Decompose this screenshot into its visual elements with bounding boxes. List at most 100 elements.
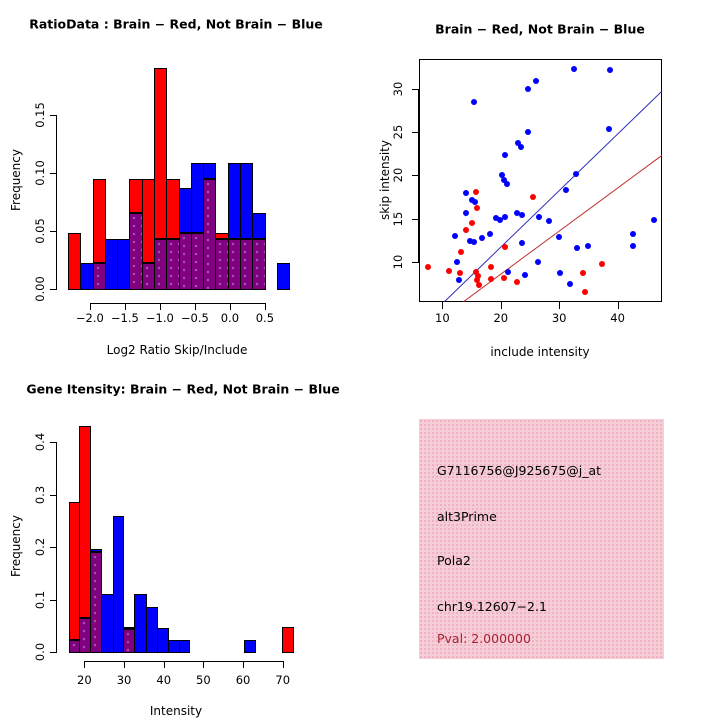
- x-tick-label: 30: [551, 311, 567, 325]
- scatter-point-blue: [479, 234, 486, 241]
- scatter-point-blue: [498, 172, 505, 179]
- y-tick-label: 0.3: [33, 485, 47, 504]
- scatter-point-blue: [522, 272, 529, 279]
- scatter-point-blue: [518, 239, 525, 246]
- x-tick: [559, 302, 561, 309]
- y-tick: [412, 131, 419, 133]
- x-tick: [159, 303, 161, 310]
- scatter-point-red: [581, 289, 588, 296]
- x-tick: [163, 661, 165, 668]
- histogram-bar-red: [282, 626, 295, 653]
- y-tick: [50, 442, 57, 443]
- gene-hist-title: Gene Itensity: Brain − Red, Not Brain − …: [26, 381, 340, 397]
- scatter-point-blue: [545, 218, 552, 225]
- scatter-point-red: [487, 264, 494, 271]
- scatter-point-blue: [470, 99, 477, 106]
- scatter-point-blue: [502, 213, 509, 220]
- scatter-point-red: [513, 279, 520, 286]
- scatter-point-red: [501, 244, 508, 251]
- x-tick-label: −0.5: [180, 311, 209, 325]
- y-tick: [50, 494, 57, 496]
- x-tick: [442, 302, 444, 309]
- x-tick-label: 40: [610, 311, 625, 325]
- scatter-point-blue: [451, 233, 458, 240]
- y-tick: [412, 175, 419, 177]
- x-tick-label: 40: [156, 673, 172, 687]
- scatter-point-blue: [556, 270, 563, 277]
- x-tick: [282, 661, 284, 668]
- y-tick: [412, 218, 419, 220]
- scatter-point-blue: [513, 209, 520, 216]
- histogram-bar-overlap: [141, 263, 156, 290]
- scatter-point-blue: [453, 259, 460, 266]
- histogram-bar-blue: [244, 640, 257, 653]
- y-tick: [50, 652, 57, 653]
- x-tick: [89, 303, 91, 310]
- scatter-point-blue: [533, 77, 540, 84]
- x-tick-label: 0.0: [220, 311, 240, 325]
- x-tick: [203, 661, 205, 668]
- brain-fit-line: [463, 154, 662, 302]
- scatter-point-red: [488, 276, 495, 283]
- x-tick-label: 60: [235, 673, 251, 687]
- histogram-bar-blue: [252, 213, 266, 239]
- x-tick-label: 20: [77, 673, 92, 687]
- scatter-point-blue: [525, 128, 532, 135]
- pval-text: Pval: 2.000000: [437, 631, 531, 646]
- y-tick: [50, 114, 57, 116]
- gene-hist-xlabel: Intensity: [149, 704, 203, 718]
- scatter-point-blue: [518, 143, 525, 150]
- scatter-point-blue: [504, 269, 511, 276]
- scatter-point-red: [462, 226, 469, 233]
- y-tick-label: 0.1: [33, 590, 47, 609]
- scatter-point-red: [469, 220, 476, 227]
- x-tick-label: 10: [435, 311, 450, 325]
- scatter-point-blue: [463, 210, 470, 217]
- scatter-point-blue: [629, 231, 636, 238]
- x-axis-line: [84, 661, 283, 662]
- scatter-point-red: [476, 281, 483, 288]
- scatter-point-blue: [571, 66, 578, 73]
- histogram-bar-blue: [240, 163, 254, 239]
- histogram-bar-overlap: [92, 263, 106, 290]
- scatter-point-blue: [629, 242, 636, 249]
- scatter-point-blue: [535, 259, 542, 266]
- histogram-bar-overlap: [123, 629, 136, 653]
- scatter-point-blue: [467, 238, 474, 245]
- scatter-point-blue: [555, 233, 562, 240]
- y-tick: [412, 88, 419, 90]
- histogram-bar-red: [68, 233, 82, 290]
- y-tick: [50, 230, 57, 232]
- scatter-point-red: [474, 205, 481, 212]
- x-tick-label: 20: [493, 311, 509, 325]
- x-tick-label: 50: [196, 673, 211, 687]
- histogram-bar-red: [92, 178, 106, 264]
- scatter-point-blue: [497, 217, 504, 224]
- ratio-hist-title: RatioData : Brain − Red, Not Brain − Blu…: [29, 16, 323, 32]
- scatter-point-blue: [501, 152, 508, 159]
- x-tick: [84, 661, 86, 668]
- x-tick: [243, 661, 245, 668]
- scatter-point-blue: [462, 189, 469, 196]
- y-tick: [50, 172, 57, 174]
- plot-box: [419, 59, 662, 302]
- scatter-title: Brain − Red, Not Brain − Blue: [435, 21, 645, 37]
- histogram-bar-blue: [203, 163, 217, 179]
- scatter-point-blue: [525, 85, 532, 92]
- histogram-bar-overlap: [166, 239, 180, 290]
- scatter-point-blue: [566, 280, 573, 287]
- x-tick-label: 30: [116, 673, 132, 687]
- x-tick: [617, 302, 619, 309]
- scatter-point-blue: [503, 180, 510, 187]
- scatter-point-red: [424, 264, 431, 271]
- ratio-hist-xlabel: Log2 Ratio Skip/Include: [106, 343, 248, 357]
- scatter-point-blue: [574, 245, 581, 252]
- histogram-bar-overlap: [215, 239, 229, 290]
- fit-lines: [444, 90, 662, 302]
- scatter-point-blue: [472, 199, 479, 206]
- x-tick-label: −2.0: [75, 311, 104, 325]
- scatter-point-red: [445, 267, 452, 274]
- scatter-point-red: [501, 274, 508, 281]
- info-panel: G7116756@J925675@j_at alt3Prime Pola2 ch…: [419, 419, 664, 659]
